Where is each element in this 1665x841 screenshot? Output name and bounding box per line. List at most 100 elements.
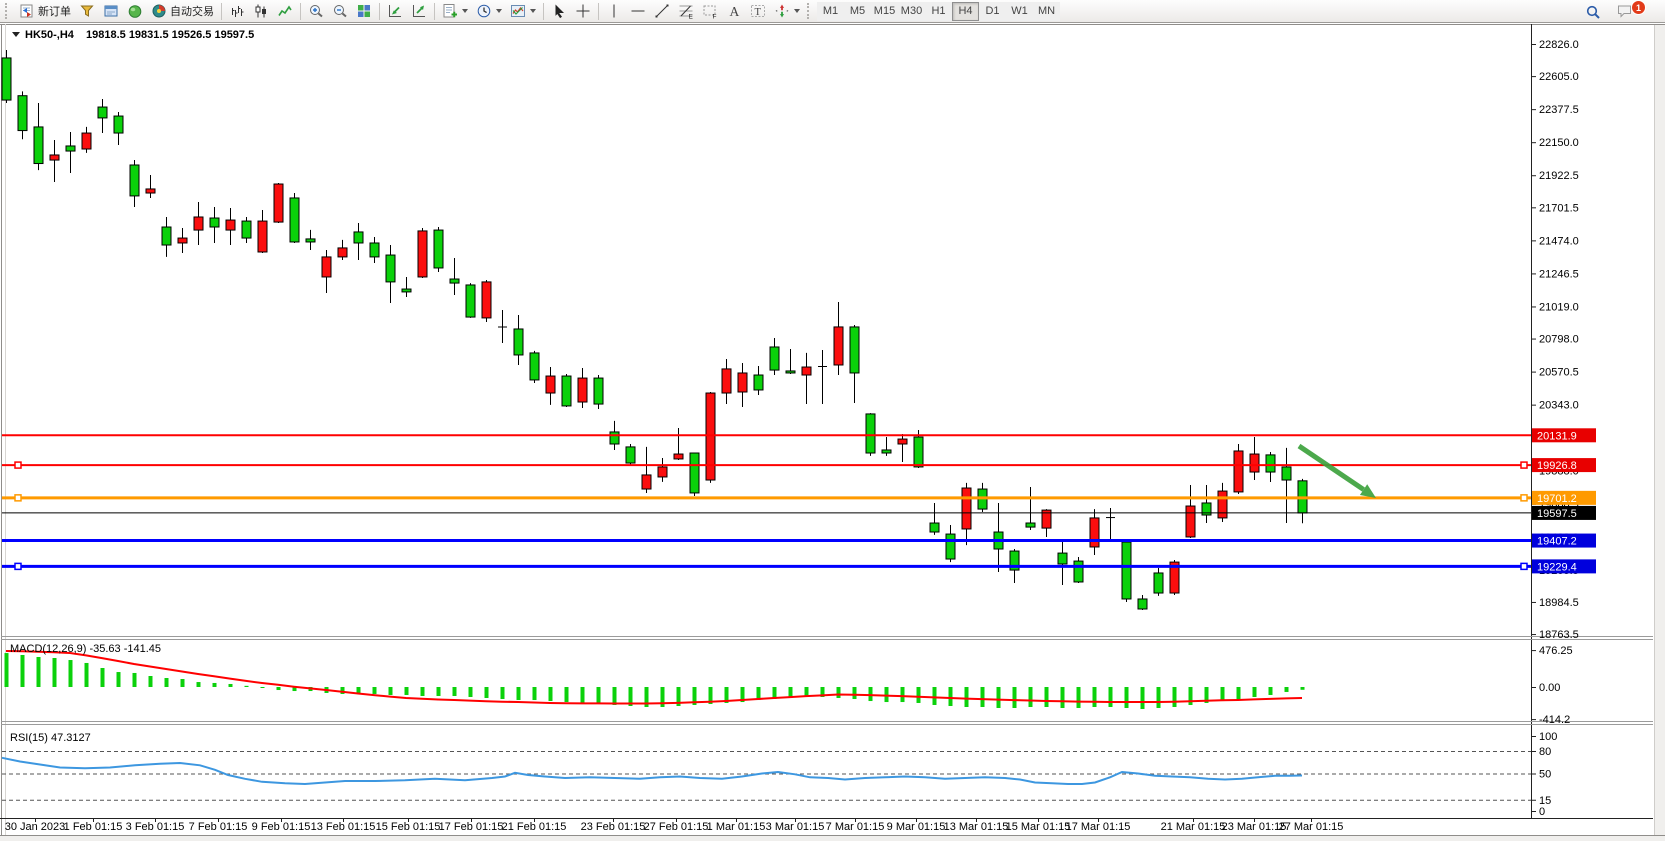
toolbar-separator bbox=[434, 2, 435, 20]
toolbar-button-channel[interactable]: F bbox=[698, 1, 722, 21]
rsi-pane: 100 80 50 150 RSI(15) 47.3127 bbox=[1, 731, 1557, 818]
svg-text:A: A bbox=[730, 4, 740, 19]
toolbar-button-line-chart[interactable] bbox=[273, 1, 297, 21]
search-button[interactable] bbox=[1581, 2, 1605, 22]
toolbar-button-market-watch[interactable] bbox=[75, 1, 99, 21]
toolbar-button-candle-chart[interactable] bbox=[249, 1, 273, 21]
indicators-icon bbox=[510, 3, 526, 19]
svg-text:20343.0: 20343.0 bbox=[1539, 400, 1579, 412]
timeframe-button-M5[interactable]: M5 bbox=[844, 1, 871, 21]
toolbar-separator bbox=[379, 2, 380, 20]
chat-button[interactable] bbox=[1613, 1, 1637, 21]
candle bbox=[689, 452, 700, 496]
candle bbox=[161, 216, 172, 257]
chat-icon bbox=[1617, 3, 1633, 19]
candle bbox=[129, 160, 140, 207]
timeframe-button-M15[interactable]: M15 bbox=[871, 1, 898, 21]
svg-text:21922.5: 21922.5 bbox=[1539, 170, 1579, 182]
candle bbox=[17, 91, 28, 140]
candle bbox=[753, 366, 764, 396]
svg-text:-414.2: -414.2 bbox=[1539, 714, 1570, 726]
toolbar-button-text-label[interactable]: T bbox=[746, 1, 770, 21]
toolbar-button-trend-line[interactable] bbox=[650, 1, 674, 21]
toolbar-button-navigator[interactable] bbox=[123, 1, 147, 21]
toolbar-button-bar-chart[interactable] bbox=[225, 1, 249, 21]
candle bbox=[241, 216, 252, 243]
candle bbox=[337, 239, 348, 260]
toolbar-separator bbox=[543, 2, 544, 20]
timeframe-button-M30[interactable]: M30 bbox=[898, 1, 925, 21]
toolbar-button-text[interactable]: A bbox=[722, 1, 746, 21]
macd-label: MACD(12,26,9) -35.63 -141.45 bbox=[10, 643, 161, 655]
hline-19229.4[interactable] bbox=[2, 562, 1531, 571]
svg-text:100: 100 bbox=[1539, 731, 1557, 743]
toolbar-button-new-chart[interactable] bbox=[438, 1, 472, 21]
svg-text:27 Feb 01:15: 27 Feb 01:15 bbox=[644, 821, 709, 833]
toolbar-button-indicators[interactable] bbox=[506, 1, 540, 21]
candle bbox=[449, 257, 460, 295]
svg-text:19701.2: 19701.2 bbox=[1537, 493, 1577, 505]
candle bbox=[353, 222, 364, 260]
candle bbox=[1, 49, 12, 103]
candle bbox=[97, 99, 108, 134]
toolbar-button-fibonacci[interactable]: E bbox=[674, 1, 698, 21]
toolbar-grip bbox=[5, 3, 12, 19]
candle bbox=[657, 457, 668, 482]
timeframe-button-H4[interactable]: H4 bbox=[952, 1, 979, 21]
candle bbox=[257, 210, 268, 254]
trend-line-icon bbox=[654, 3, 670, 19]
price-label-19926.8: 19926.8 bbox=[1532, 458, 1596, 473]
toolbar-button-arrange-cascade[interactable] bbox=[407, 1, 431, 21]
timeframe-button-W1[interactable]: W1 bbox=[1006, 1, 1033, 21]
toolbar-button-data-window[interactable] bbox=[99, 1, 123, 21]
toolbar-button-arrows[interactable] bbox=[770, 1, 804, 21]
auto-trading-button[interactable]: 自动交易 bbox=[147, 1, 218, 21]
candle bbox=[641, 446, 652, 493]
trend-arrow-annotation[interactable] bbox=[1297, 443, 1376, 498]
candle bbox=[81, 126, 92, 153]
candle bbox=[529, 350, 540, 383]
periods-icon bbox=[476, 3, 492, 19]
horizontal-line-icon bbox=[630, 3, 646, 19]
svg-text:21701.5: 21701.5 bbox=[1539, 202, 1579, 214]
timeframe-button-MN[interactable]: MN bbox=[1033, 1, 1060, 21]
candle bbox=[833, 301, 844, 376]
toolbar-button-horizontal-line[interactable] bbox=[626, 1, 650, 21]
hline-19701.2[interactable] bbox=[2, 494, 1531, 502]
search-icon bbox=[1585, 4, 1601, 20]
toolbar-button-zoom-out[interactable] bbox=[328, 1, 352, 21]
new-order-button[interactable]: 新订单 bbox=[15, 1, 75, 21]
zoom-out-icon bbox=[332, 3, 348, 19]
toolbar-button-crosshair[interactable] bbox=[571, 1, 595, 21]
svg-text:1 Mar 01:15: 1 Mar 01:15 bbox=[707, 821, 766, 833]
timeframe-button-H1[interactable]: H1 bbox=[925, 1, 952, 21]
svg-text:17 Feb 01:15: 17 Feb 01:15 bbox=[439, 821, 504, 833]
toolbar-button-tile-windows[interactable] bbox=[352, 1, 376, 21]
arrows-icon bbox=[774, 3, 790, 19]
timeframe-button-D1[interactable]: D1 bbox=[979, 1, 1006, 21]
candle bbox=[465, 283, 476, 318]
hline-19926.8[interactable] bbox=[2, 461, 1531, 469]
candle bbox=[913, 430, 924, 468]
candle bbox=[881, 437, 892, 456]
toolbar-button-cursor[interactable] bbox=[547, 1, 571, 21]
toolbar-button-arrange-windows[interactable] bbox=[383, 1, 407, 21]
svg-text:23 Mar 01:15: 23 Mar 01:15 bbox=[1222, 821, 1287, 833]
toolbar-right: 1 bbox=[1581, 0, 1646, 23]
timeframe-button-M1[interactable]: M1 bbox=[817, 1, 844, 21]
zoom-in-icon bbox=[308, 3, 324, 19]
svg-text:0: 0 bbox=[1539, 806, 1545, 818]
candle bbox=[49, 140, 60, 182]
toolbar-button-periods[interactable] bbox=[472, 1, 506, 21]
candle bbox=[145, 175, 156, 198]
toolbar-button-zoom-in[interactable] bbox=[304, 1, 328, 21]
auto-trading-icon bbox=[151, 3, 167, 19]
toolbar-button-vertical-line[interactable] bbox=[602, 1, 626, 21]
candle bbox=[801, 352, 812, 405]
price-label-20131.9: 20131.9 bbox=[1532, 428, 1596, 443]
svg-text:7 Feb 01:15: 7 Feb 01:15 bbox=[189, 821, 248, 833]
